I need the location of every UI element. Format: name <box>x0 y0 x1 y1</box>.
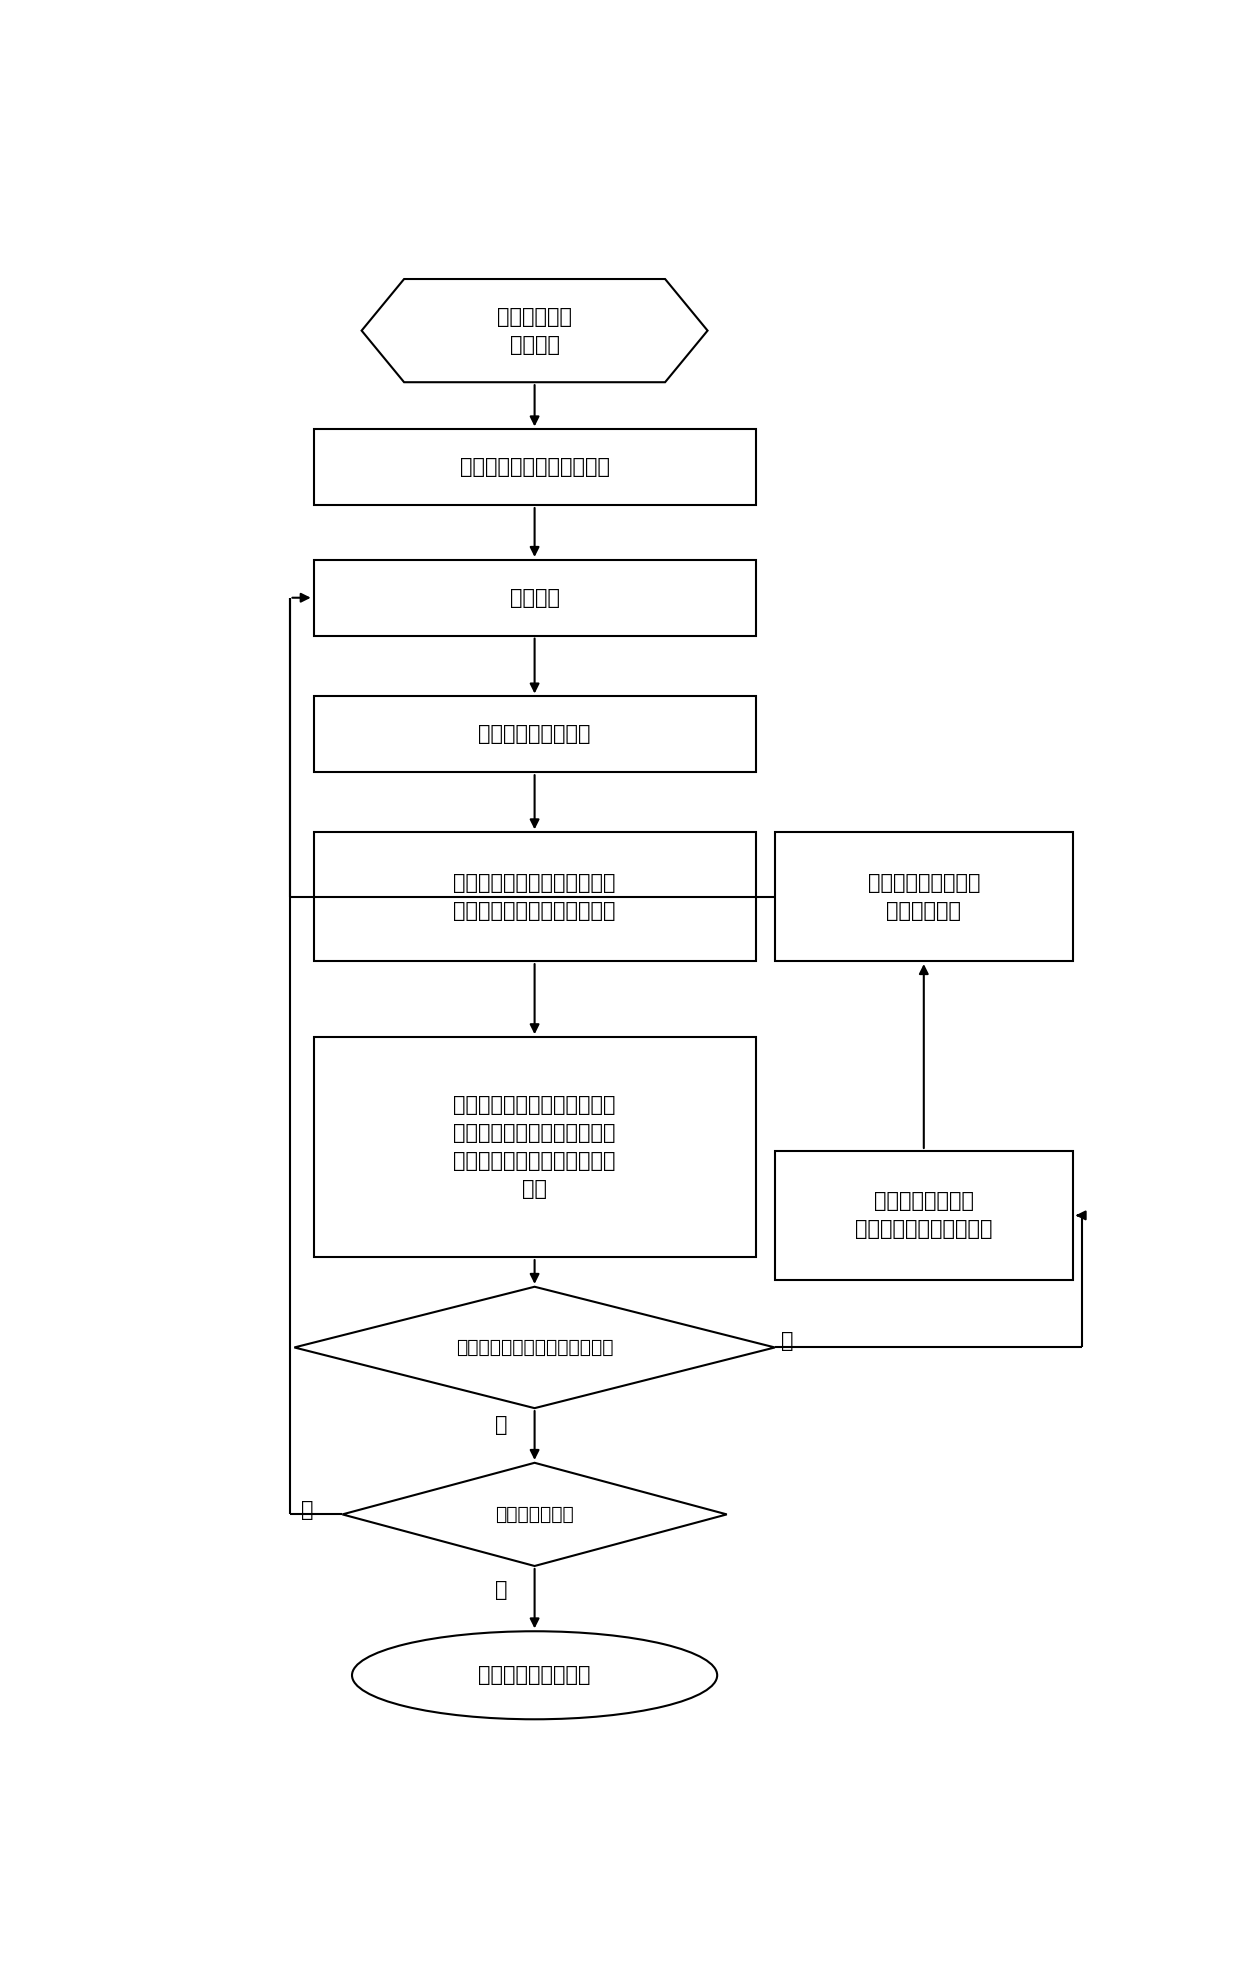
Polygon shape <box>342 1462 727 1567</box>
Text: 激光扫描成型当前层: 激光扫描成型当前层 <box>479 723 590 745</box>
Text: 刮刀铺粉: 刮刀铺粉 <box>510 587 559 607</box>
Text: 设备开始工作
打印就绪: 设备开始工作 打印就绪 <box>497 307 572 355</box>
Text: 操作人员现场纠正，
异常处理完毕: 操作人员现场纠正， 异常处理完毕 <box>868 873 980 920</box>
Text: 否: 否 <box>781 1330 794 1352</box>
Text: 选区激光熔化装置
发出警告，暂停当前工作: 选区激光熔化装置 发出警告，暂停当前工作 <box>856 1190 992 1240</box>
Bar <box>314 1037 755 1257</box>
Text: 图像采集装置采集该层成型的
图像信息，同时传输到工控机: 图像采集装置采集该层成型的 图像信息，同时传输到工控机 <box>454 873 616 920</box>
Ellipse shape <box>352 1632 717 1719</box>
Bar <box>775 832 1073 962</box>
Polygon shape <box>294 1287 775 1407</box>
Text: 否: 否 <box>300 1500 312 1520</box>
Text: 计算误差大小是否在允许范围内: 计算误差大小是否在允许范围内 <box>456 1338 614 1356</box>
Text: 设置图像采集装置进行标定: 设置图像采集装置进行标定 <box>460 457 610 477</box>
Text: 由工控机设置的图像信息处理
程序得到的实际数据与该层设
计模型切片层的理论数据进行
比较: 由工控机设置的图像信息处理 程序得到的实际数据与该层设 计模型切片层的理论数据进… <box>454 1096 616 1198</box>
Text: 是: 是 <box>495 1415 507 1435</box>
Bar <box>314 832 755 962</box>
Polygon shape <box>362 280 708 382</box>
Text: 零件完成，结束工作: 零件完成，结束工作 <box>479 1665 590 1685</box>
Bar <box>775 1151 1073 1279</box>
Bar <box>314 696 755 773</box>
Bar <box>314 430 755 505</box>
Bar <box>314 560 755 637</box>
Text: 所有层打印完成: 所有层打印完成 <box>495 1506 574 1524</box>
Text: 是: 是 <box>495 1581 507 1600</box>
